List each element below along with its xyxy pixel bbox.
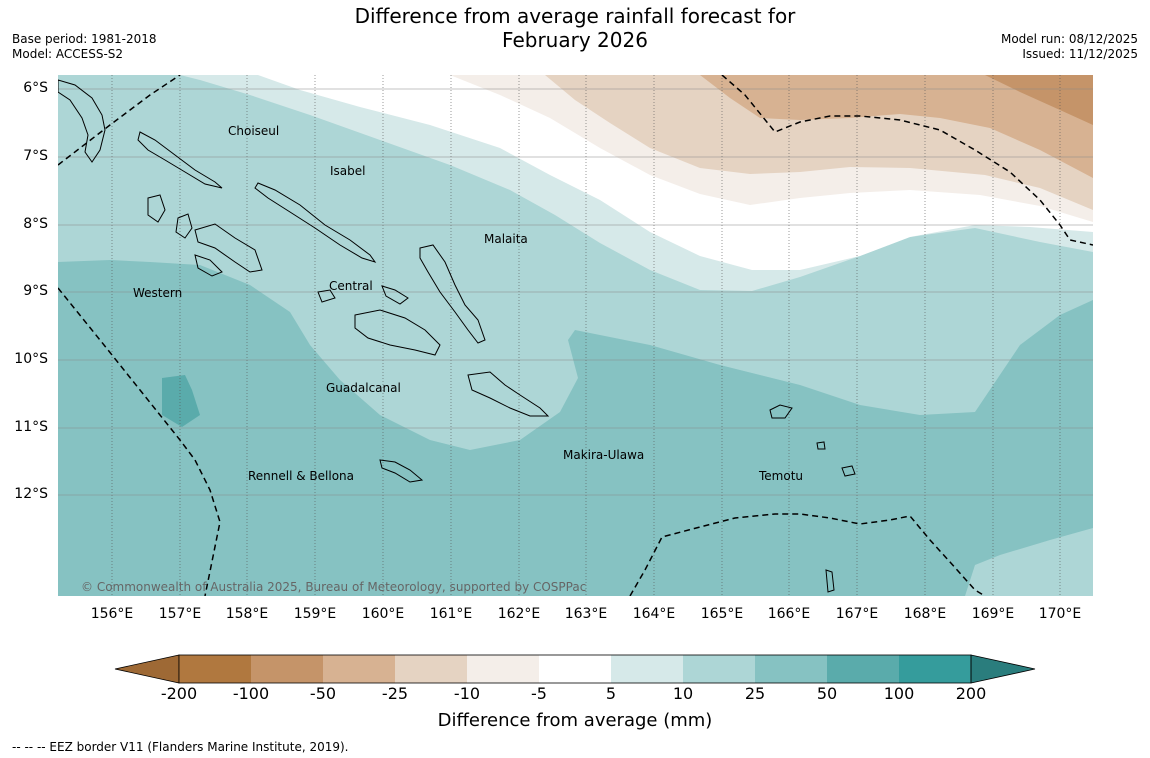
colorbar-label: 100 xyxy=(883,684,915,703)
colorbar xyxy=(114,654,1036,684)
colorbar-label: 25 xyxy=(744,684,766,703)
makira-island xyxy=(467,371,550,417)
graticule-lat xyxy=(58,88,1093,496)
isabel-island xyxy=(254,182,377,263)
lon-label: 165°E xyxy=(700,606,744,622)
western-islands-1 xyxy=(147,194,166,223)
central-islands-2 xyxy=(381,285,409,305)
colorbar-label: 50 xyxy=(816,684,838,703)
colorbar-swatch xyxy=(323,655,395,683)
colorbar-extend-high xyxy=(970,654,1036,684)
band-100-200 xyxy=(162,375,200,427)
lon-label: 162°E xyxy=(497,606,541,622)
colorbar-swatch xyxy=(899,655,971,683)
western-islands-4 xyxy=(194,254,223,277)
colorbar-label: 5 xyxy=(605,684,617,703)
place-label: Choiseul xyxy=(228,124,280,138)
temotu-island-2 xyxy=(841,465,856,477)
lon-label: 169°E xyxy=(971,606,1015,622)
lat-label: 7°S xyxy=(23,148,48,164)
lon-label: 158°E xyxy=(225,606,269,622)
title-line-1: Difference from average rainfall forecas… xyxy=(354,4,796,28)
lat-label: 12°S xyxy=(14,486,48,502)
colorbar-swatch xyxy=(539,655,611,683)
place-label: Isabel xyxy=(330,164,366,178)
place-label: Guadalcanal xyxy=(326,381,401,395)
colorbar-swatch xyxy=(611,655,683,683)
bougainville-island xyxy=(58,79,106,163)
model-name: Model: ACCESS-S2 xyxy=(12,47,124,61)
eez-border xyxy=(58,75,1093,596)
lon-label: 156°E xyxy=(90,606,134,622)
place-label: Central xyxy=(329,279,373,293)
choiseul-island xyxy=(137,131,223,189)
coastlines xyxy=(58,79,856,593)
lon-label: 161°E xyxy=(429,606,473,622)
place-label: Temotu xyxy=(759,469,804,483)
lon-label: 163°E xyxy=(564,606,608,622)
central-islands xyxy=(317,289,336,303)
lon-label: 170°E xyxy=(1038,606,1082,622)
temotu-island-1 xyxy=(769,404,793,419)
place-label: Malaita xyxy=(484,232,528,246)
base-period: Base period: 1981-2018 xyxy=(12,32,157,46)
colorbar-label: 10 xyxy=(672,684,694,703)
malaita-island xyxy=(419,244,486,344)
copyright-text: © Commonwealth of Australia 2025, Bureau… xyxy=(81,580,587,594)
lon-label: 160°E xyxy=(361,606,405,622)
lat-label: 9°S xyxy=(23,283,48,299)
temotu-island-4 xyxy=(825,569,835,593)
place-label: Rennell & Bellona xyxy=(248,469,355,483)
western-islands-3 xyxy=(194,223,263,273)
colorbar-title: Difference from average (mm) xyxy=(437,710,713,731)
lat-label: 11°S xyxy=(14,419,48,435)
band-minus50 xyxy=(985,75,1093,125)
lat-label: 8°S xyxy=(23,216,48,232)
lat-label: 6°S xyxy=(23,80,48,96)
lat-label: 10°S xyxy=(14,351,48,367)
title-line-2: February 2026 xyxy=(502,28,648,52)
colorbar-border xyxy=(178,654,972,684)
lon-label: 168°E xyxy=(903,606,947,622)
colorbar-swatch xyxy=(395,655,467,683)
colorbar-label: 200 xyxy=(955,684,987,703)
lon-label: 166°E xyxy=(767,606,811,622)
issued-date: Issued: 11/12/2025 xyxy=(1022,47,1138,61)
band-minus25 xyxy=(700,75,1093,178)
colorbar-swatch xyxy=(755,655,827,683)
rennell-island xyxy=(379,459,424,483)
lon-label: 164°E xyxy=(632,606,676,622)
place-label: Western xyxy=(133,286,183,300)
lon-label: 157°E xyxy=(158,606,202,622)
colorbar-label: -10 xyxy=(453,684,481,703)
colorbar-swatch xyxy=(251,655,323,683)
colorbar-label: -50 xyxy=(309,684,337,703)
place-label: Makira-Ulawa xyxy=(563,448,645,462)
colorbar-swatch xyxy=(467,655,539,683)
lon-label: 159°E xyxy=(293,606,337,622)
colorbar-label: -25 xyxy=(381,684,409,703)
model-run: Model run: 08/12/2025 xyxy=(1000,32,1138,46)
colorbar-label: -100 xyxy=(232,684,270,703)
colorbar-label: -5 xyxy=(531,684,547,703)
colorbar-swatch xyxy=(179,655,251,683)
guadalcanal-island xyxy=(354,309,441,356)
western-islands-2 xyxy=(175,213,193,239)
lon-label: 167°E xyxy=(835,606,879,622)
eez-legend: -- -- -- EEZ border V11 (Flanders Marine… xyxy=(12,740,349,754)
colorbar-extend-low xyxy=(114,654,180,684)
colorbar-swatch xyxy=(827,655,899,683)
band-se-25-50 xyxy=(965,528,1093,596)
colorbar-swatch xyxy=(683,655,755,683)
colorbar-label: -200 xyxy=(160,684,198,703)
temotu-island-3 xyxy=(816,441,826,450)
